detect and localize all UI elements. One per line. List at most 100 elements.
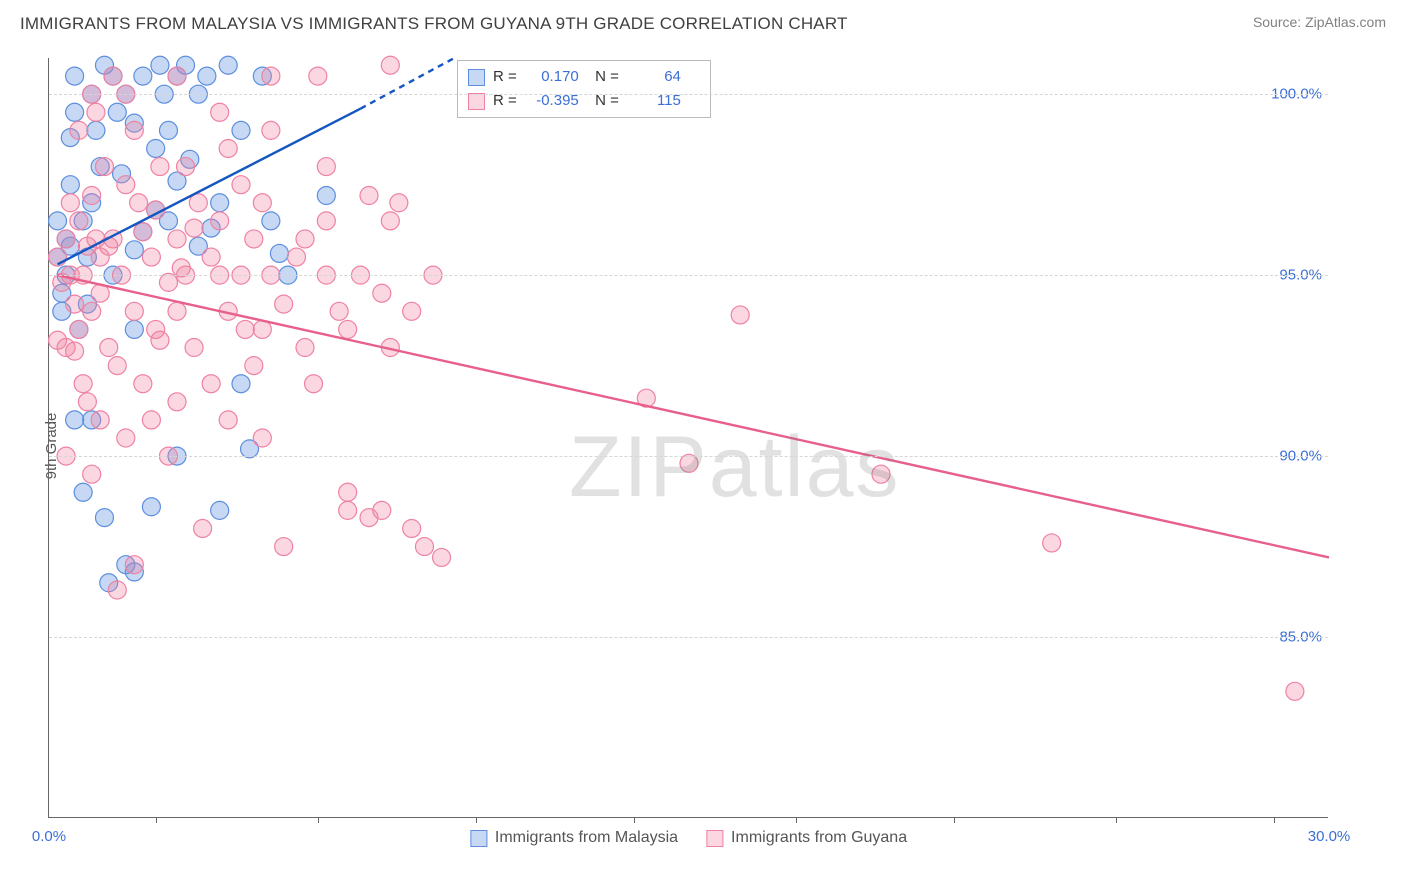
- source-link[interactable]: ZipAtlas.com: [1305, 14, 1386, 30]
- scatter-point: [317, 158, 335, 176]
- scatter-point: [415, 538, 433, 556]
- scatter-point: [66, 103, 84, 121]
- scatter-point: [253, 194, 271, 212]
- scatter-point: [117, 176, 135, 194]
- scatter-point: [61, 176, 79, 194]
- scatter-point: [1286, 682, 1304, 700]
- scatter-point: [61, 194, 79, 212]
- x-tick-mark: [796, 817, 797, 823]
- scatter-point: [104, 67, 122, 85]
- legend-stat-row: R =-0.395 N =115: [468, 89, 700, 113]
- scatter-point: [100, 339, 118, 357]
- scatter-point: [275, 295, 293, 313]
- scatter-point: [151, 158, 169, 176]
- scatter-point: [339, 483, 357, 501]
- scatter-point: [168, 393, 186, 411]
- legend-r-value: -0.395: [525, 89, 579, 113]
- scatter-point: [108, 103, 126, 121]
- legend-swatch: [470, 830, 487, 847]
- scatter-point: [219, 411, 237, 429]
- scatter-point: [403, 302, 421, 320]
- scatter-point: [211, 194, 229, 212]
- scatter-point: [275, 538, 293, 556]
- gridline-horizontal: [49, 275, 1328, 276]
- legend-n-prefix: N =: [587, 65, 619, 89]
- scatter-point: [70, 121, 88, 139]
- scatter-point: [83, 187, 101, 205]
- scatter-point: [125, 556, 143, 574]
- legend-bottom: Immigrants from MalaysiaImmigrants from …: [470, 829, 907, 847]
- legend-series-item: Immigrants from Malaysia: [470, 829, 678, 847]
- scatter-point: [125, 121, 143, 139]
- scatter-point: [134, 67, 152, 85]
- scatter-point: [151, 56, 169, 74]
- scatter-point: [211, 212, 229, 230]
- scatter-point: [232, 375, 250, 393]
- source-prefix: Source:: [1253, 14, 1305, 30]
- scatter-point: [70, 320, 88, 338]
- legend-r-value: 0.170: [525, 65, 579, 89]
- legend-r-prefix: R =: [493, 65, 517, 89]
- legend-stats-box: R =0.170 N =64R =-0.395 N =115: [457, 60, 711, 118]
- scatter-point: [373, 501, 391, 519]
- scatter-point: [211, 501, 229, 519]
- scatter-point: [317, 187, 335, 205]
- scatter-point: [403, 519, 421, 537]
- scatter-point: [108, 581, 126, 599]
- scatter-point: [78, 393, 96, 411]
- scatter-point: [125, 320, 143, 338]
- scatter-point: [245, 230, 263, 248]
- trend-line-dashed: [360, 58, 454, 109]
- chart-plot-area: ZIPatlas R =0.170 N =64R =-0.395 N =115 …: [48, 58, 1328, 818]
- gridline-horizontal: [49, 637, 1328, 638]
- scatter-point: [253, 429, 271, 447]
- legend-stat-row: R =0.170 N =64: [468, 65, 700, 89]
- legend-r-prefix: R =: [493, 89, 517, 113]
- scatter-point: [270, 244, 288, 262]
- gridline-horizontal: [49, 456, 1328, 457]
- scatter-point: [296, 339, 314, 357]
- scatter-point: [74, 483, 92, 501]
- gridline-horizontal: [49, 94, 1328, 95]
- scatter-point: [83, 302, 101, 320]
- scatter-point: [296, 230, 314, 248]
- scatter-point: [125, 302, 143, 320]
- scatter-point: [262, 67, 280, 85]
- scatter-point: [95, 509, 113, 527]
- scatter-point: [125, 241, 143, 259]
- scatter-point: [130, 194, 148, 212]
- legend-swatch: [468, 69, 485, 86]
- legend-series-label: Immigrants from Malaysia: [495, 829, 678, 847]
- scatter-point: [1043, 534, 1061, 552]
- scatter-point: [91, 411, 109, 429]
- scatter-point: [57, 230, 75, 248]
- chart-title: IMMIGRANTS FROM MALAYSIA VS IMMIGRANTS F…: [20, 14, 848, 34]
- scatter-point: [219, 56, 237, 74]
- scatter-point: [194, 519, 212, 537]
- scatter-point: [202, 375, 220, 393]
- scatter-point: [381, 56, 399, 74]
- scatter-point: [142, 411, 160, 429]
- source-attribution: Source: ZipAtlas.com: [1253, 14, 1386, 30]
- scatter-point: [95, 158, 113, 176]
- scatter-point: [168, 302, 186, 320]
- scatter-point: [317, 212, 335, 230]
- scatter-point: [70, 212, 88, 230]
- legend-n-prefix: N =: [587, 89, 619, 113]
- x-tick-mark: [318, 817, 319, 823]
- scatter-point: [339, 501, 357, 519]
- scatter-point: [219, 139, 237, 157]
- scatter-point: [236, 320, 254, 338]
- scatter-point: [360, 187, 378, 205]
- chart-svg: [49, 58, 1328, 817]
- scatter-point: [309, 67, 327, 85]
- x-tick-label: 0.0%: [32, 828, 66, 845]
- scatter-point: [66, 67, 84, 85]
- scatter-point: [49, 212, 67, 230]
- scatter-point: [185, 339, 203, 357]
- scatter-point: [142, 498, 160, 516]
- scatter-point: [262, 212, 280, 230]
- scatter-point: [66, 342, 84, 360]
- scatter-point: [87, 121, 105, 139]
- x-tick-mark: [954, 817, 955, 823]
